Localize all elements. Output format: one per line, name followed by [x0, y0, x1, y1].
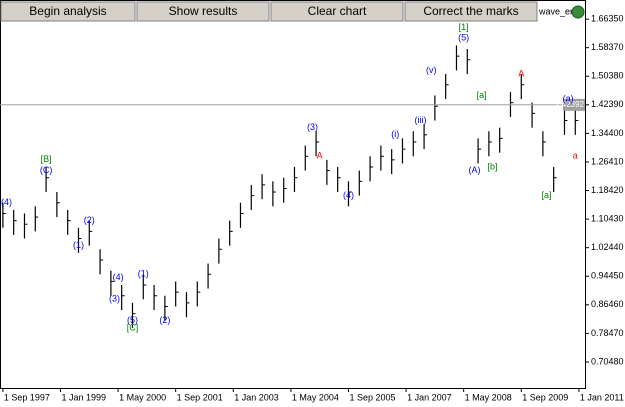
y-tick-label: 0.78470	[591, 328, 624, 338]
wave-label: (1)	[73, 240, 84, 250]
wave-label: [B]	[41, 154, 52, 164]
wave-label: (2)	[84, 215, 95, 225]
wave-label: (iii)	[414, 115, 426, 125]
button-face[interactable]	[0, 1, 136, 22]
button-face[interactable]	[270, 1, 404, 22]
x-tick-label: 1 Sep 1997	[4, 392, 50, 402]
y-tick-label: 1.34400	[591, 128, 624, 138]
x-tick-label: 1 Jan 1999	[61, 392, 106, 402]
wave-label: (A)	[468, 165, 480, 175]
y-tick-label: 1.10430	[591, 213, 624, 223]
indicator-icon	[571, 5, 585, 19]
y-tick-label: 1.50380	[591, 71, 624, 81]
y-tick-label: 1.58370	[591, 42, 624, 52]
button-face[interactable]	[404, 1, 538, 22]
wave-label: (4)	[113, 272, 124, 282]
y-tick-label: 0.70480	[591, 356, 624, 366]
button-label[interactable]: Show results	[169, 4, 238, 18]
y-tick-label: 0.94450	[591, 271, 624, 281]
button[interactable]: Begin analysis	[0, 1, 136, 22]
x-tick-label: 1 May 2000	[119, 392, 166, 402]
wave-label: (3)	[109, 294, 120, 304]
x-tick-label: 1 Sep 2001	[177, 392, 223, 402]
wave-label: (4)	[1, 197, 12, 207]
y-tick-label: 1.26410	[591, 156, 624, 166]
wave-label: [a]	[541, 190, 551, 200]
x-tick-label: 1 Sep 2005	[349, 392, 395, 402]
wave-label: (1)	[138, 269, 149, 279]
wave-label: A	[518, 68, 524, 78]
indicator-name: wave_en	[538, 6, 575, 16]
wave-label: [C]	[127, 322, 139, 332]
wave-label: (2)	[159, 315, 170, 325]
button[interactable]: Show results	[136, 1, 270, 22]
x-tick-label: 1 Jan 2011	[580, 392, 624, 402]
y-tick-label: 1.66350	[591, 14, 624, 24]
button-label[interactable]: Begin analysis	[29, 4, 106, 18]
x-tick-label: 1 May 2004	[292, 392, 339, 402]
y-tick-label: 1.18420	[591, 185, 624, 195]
button-face[interactable]	[136, 1, 270, 22]
button-label[interactable]: Correct the marks	[423, 4, 518, 18]
current-price-box	[563, 98, 585, 111]
button-label[interactable]: Clear chart	[308, 4, 367, 18]
wave-label: (5)	[458, 33, 469, 43]
y-tick-label: 1.02440	[591, 242, 624, 252]
wave-label: [b]	[487, 161, 497, 171]
button[interactable]: Clear chart	[270, 1, 404, 22]
x-tick-label: 1 Jan 2007	[407, 392, 452, 402]
wave-label: (5)	[127, 315, 138, 325]
wave-label: (C)	[40, 165, 53, 175]
y-tick-label: 1.42390	[591, 99, 624, 109]
x-tick-label: 1 Sep 2009	[522, 392, 568, 402]
wave-label: A	[317, 151, 323, 161]
wave-label: (4)	[343, 190, 354, 200]
current-price-label: 1.42392	[555, 100, 584, 109]
wave-label: a	[573, 151, 578, 161]
wave-label: (v)	[426, 65, 437, 75]
y-tick-label: 0.86460	[591, 299, 624, 309]
wave-label: [a]	[477, 90, 487, 100]
wave-label: (3)	[307, 122, 318, 132]
x-tick-label: 1 May 2008	[465, 392, 512, 402]
wave-label: [1]	[459, 22, 469, 32]
wave-label: (a)	[563, 93, 574, 103]
plot-frame	[0, 0, 586, 389]
button[interactable]: Correct the marks	[404, 1, 538, 22]
wave-label: (i)	[391, 129, 399, 139]
x-tick-label: 1 Jan 2003	[234, 392, 279, 402]
